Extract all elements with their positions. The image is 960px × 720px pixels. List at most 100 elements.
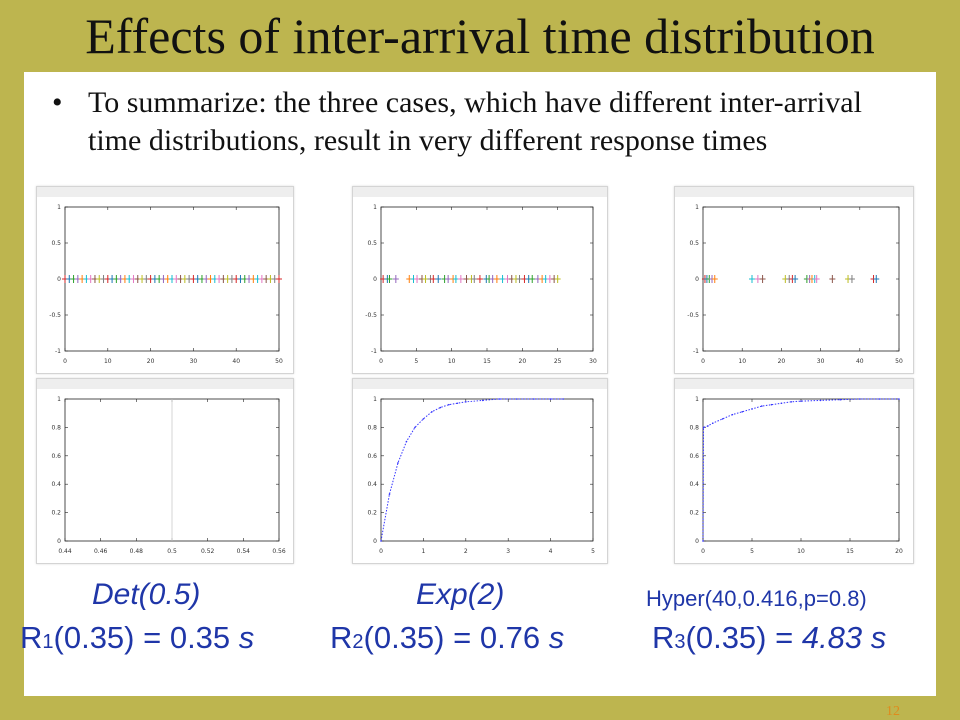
data-point-plus <box>386 275 393 283</box>
caption-hyper-response: R3(0.35) = 4.83 s <box>652 620 886 656</box>
resp-unit: 4.83 s <box>801 620 887 655</box>
y-tick-label: 0 <box>57 538 61 545</box>
y-tick-label: 0.2 <box>51 510 61 517</box>
y-tick-label: 1 <box>57 204 61 211</box>
x-tick-label: 5 <box>591 548 595 555</box>
slide-title: Effects of inter-arrival time distributi… <box>85 8 875 64</box>
cdf-point <box>439 406 442 409</box>
data-point-plus <box>471 275 478 283</box>
x-tick-label: 10 <box>738 358 746 365</box>
plot-titlebar <box>675 187 913 197</box>
data-point-plus <box>392 275 399 283</box>
cdf-point <box>465 401 467 403</box>
y-tick-label: 0.4 <box>689 481 699 488</box>
cdf-point <box>721 418 724 420</box>
cdf-point <box>741 410 743 413</box>
chart-hyper-arrivals-svg: 0 10 20 30 40 50 -1 -0.5 0 0.5 1 <box>675 187 913 365</box>
x-tick-label: 2 <box>464 548 468 555</box>
x-tick-label: 50 <box>895 358 903 365</box>
y-tick-label: 1 <box>373 204 377 211</box>
resp-mid: (0.35) = 0.35 <box>53 620 239 655</box>
x-tick-label: 40 <box>232 358 240 365</box>
y-tick-label: 0 <box>695 538 699 545</box>
data-point-plus <box>276 275 282 283</box>
cdf-line <box>702 398 899 542</box>
x-tick-label: 10 <box>104 358 112 365</box>
resp-sub: 2 <box>352 631 364 653</box>
data-point-plus <box>711 275 718 283</box>
cdf-point <box>405 440 408 443</box>
chart-hyper-cdf-svg: 0 5 10 15 20 0 0.2 0.4 0.6 0.8 1 <box>675 379 913 555</box>
cdf-point <box>859 398 861 400</box>
cdf-line <box>380 398 564 542</box>
x-tick-label: 10 <box>448 358 456 365</box>
data-point-plus <box>749 275 755 283</box>
caption-det-dist: Det(0.5) <box>92 578 201 611</box>
cdf-point <box>770 403 773 406</box>
caption-exp-response: R2(0.35) = 0.76 s <box>330 620 564 656</box>
y-tick-label: 0.6 <box>51 453 61 460</box>
resp-prefix: R <box>20 620 43 655</box>
page-number: 12 <box>886 704 900 719</box>
chart-hyper-cdf: 0 5 10 15 20 0 0.2 0.4 0.6 0.8 1 <box>674 378 914 564</box>
x-tick-label: 20 <box>519 358 527 365</box>
cdf-point <box>448 403 450 406</box>
cdf-point <box>751 408 753 410</box>
x-tick-label: 0.48 <box>130 548 144 555</box>
y-tick-label: -0.5 <box>49 312 61 319</box>
plot-titlebar <box>37 379 293 389</box>
plot-titlebar <box>353 187 607 197</box>
x-tick-label: 0.5 <box>167 548 177 555</box>
cdf-point <box>702 540 704 542</box>
data-point-plus <box>554 275 561 283</box>
x-tick-label: 0 <box>379 548 383 555</box>
cdf-point <box>456 402 459 405</box>
cdf-point <box>800 400 802 402</box>
y-tick-label: -1 <box>693 348 699 355</box>
x-tick-label: 25 <box>554 358 562 365</box>
content-panel: • To summarize: the three cases, which h… <box>20 72 936 696</box>
cdf-point <box>707 425 709 427</box>
x-tick-label: 15 <box>483 358 491 365</box>
y-tick-label: 0.5 <box>51 240 61 247</box>
x-tick-label: 30 <box>190 358 198 365</box>
x-tick-label: 4 <box>549 548 553 555</box>
cdf-point <box>702 426 705 429</box>
y-tick-label: 0.8 <box>689 424 699 431</box>
chart-exp-arrivals: 0 5 10 15 20 25 30 -1 -0.5 0 0.5 1 <box>352 186 608 374</box>
y-tick-label: 1 <box>57 396 61 403</box>
resp-sub: 1 <box>42 631 54 653</box>
resp-prefix: R <box>652 620 675 655</box>
resp-sub: 3 <box>674 631 686 653</box>
x-tick-label: 3 <box>506 548 510 555</box>
y-tick-label: 1 <box>373 396 377 403</box>
cdf-point <box>431 410 433 413</box>
cdf-point <box>731 413 734 416</box>
x-tick-label: 0 <box>701 358 705 365</box>
y-tick-label: -1 <box>55 348 61 355</box>
chart-exp-arrivals-svg: 0 5 10 15 20 25 30 -1 -0.5 0 0.5 1 <box>353 187 607 365</box>
y-tick-label: 1 <box>695 204 699 211</box>
cdf-point <box>549 398 552 400</box>
x-tick-label: 0 <box>63 358 67 365</box>
plot-axes-box <box>702 398 900 542</box>
plot-titlebar <box>353 379 607 389</box>
cdf-point <box>562 398 565 400</box>
data-point-plus <box>759 275 766 283</box>
y-tick-label: 0.5 <box>367 240 377 247</box>
plot-axes-box <box>380 398 594 542</box>
chart-det-cdf-svg: 0.44 0.46 0.48 0.5 0.52 0.54 0.56 0 0.2 0.4 0.6 0.8… <box>37 379 293 555</box>
x-tick-label: 0.46 <box>94 548 108 555</box>
x-tick-label: 30 <box>589 358 597 365</box>
x-tick-label: 1 <box>421 548 425 555</box>
y-tick-label: 1 <box>695 396 699 403</box>
data-point-plus <box>529 275 536 283</box>
resp-unit: s <box>238 620 255 655</box>
cdf-point <box>761 405 763 407</box>
chart-exp-cdf-svg: 0 1 2 3 4 5 0 0.2 0.4 0.6 0.8 1 <box>353 379 607 555</box>
bullet-dot-icon: • <box>52 86 63 119</box>
x-tick-label: 20 <box>778 358 786 365</box>
y-tick-label: 0 <box>373 276 377 283</box>
x-tick-label: 5 <box>414 358 418 365</box>
y-tick-label: -0.5 <box>365 312 377 319</box>
